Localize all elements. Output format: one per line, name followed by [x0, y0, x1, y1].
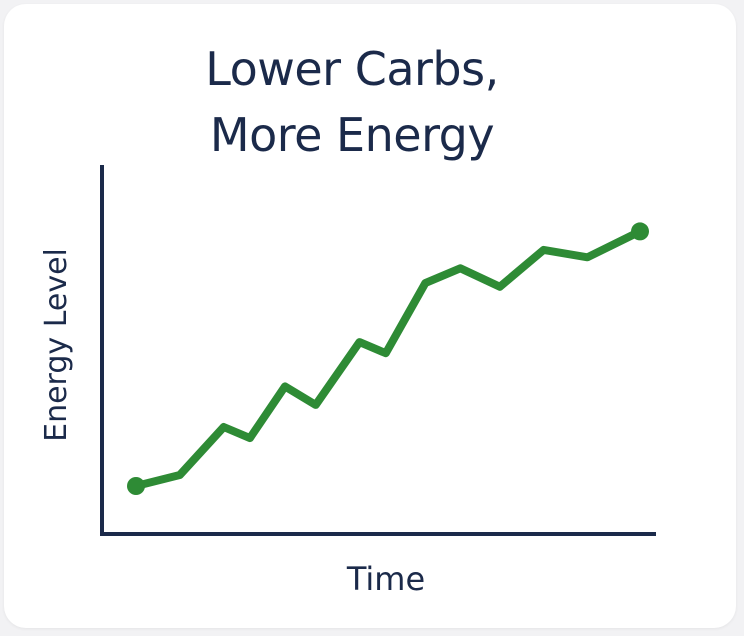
series-line-0	[132, 227, 644, 490]
chart-title-line-1: Lower Carbs,	[205, 42, 499, 96]
y-axis-label: Energy Level	[39, 248, 74, 442]
chart-title: Lower Carbs, More Energy	[0, 36, 704, 168]
series-layer	[127, 222, 649, 495]
chart-card	[4, 4, 736, 628]
chart-title-line-2: More Energy	[209, 108, 495, 162]
series-end-point	[631, 222, 649, 241]
series-start-point	[127, 477, 145, 495]
x-axis-label: Time	[346, 560, 425, 598]
